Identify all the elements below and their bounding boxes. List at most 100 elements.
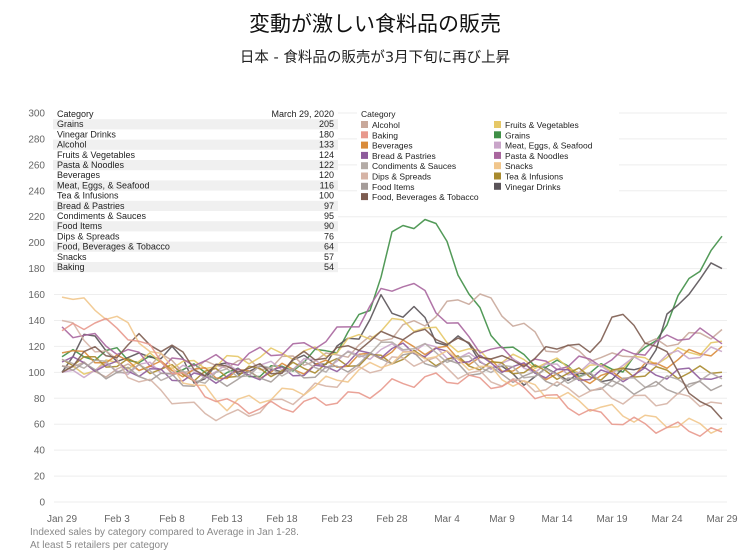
- table-category: Food Items: [57, 221, 103, 231]
- series-line: [61, 282, 723, 371]
- legend-swatch: [361, 151, 368, 159]
- table-row-band: [53, 262, 338, 273]
- table-value: 122: [319, 160, 334, 170]
- table-row-band: [53, 119, 338, 130]
- table-value: 95: [324, 211, 334, 221]
- legend-swatch: [494, 162, 501, 170]
- table-category: Tea & Infusions: [57, 191, 119, 201]
- legend-swatch: [361, 121, 368, 128]
- x-tick-label: Feb 3: [104, 514, 130, 525]
- x-tick-label: Jan 29: [47, 514, 77, 525]
- x-tick-label: Feb 13: [211, 514, 243, 525]
- series-line: [61, 293, 723, 378]
- table-value: 90: [324, 221, 334, 231]
- table-category: Pasta & Noodles: [57, 160, 125, 170]
- legend-title: Category: [361, 109, 396, 119]
- x-tick-label: Feb 18: [266, 514, 298, 525]
- y-tick-label: 240: [28, 186, 45, 197]
- y-tick-label: 100: [28, 368, 45, 379]
- y-tick-label: 160: [28, 290, 45, 301]
- legend-background: [357, 108, 619, 204]
- legend-swatch: [494, 172, 501, 180]
- legend-swatch: [494, 141, 501, 149]
- table-category: Vinegar Drinks: [57, 129, 116, 139]
- legend-label: Tea & Infusions: [505, 172, 563, 182]
- legend-swatch: [494, 182, 501, 190]
- footnote-line-2: At least 5 retailers per category: [30, 540, 169, 551]
- x-tick-label: Feb 23: [321, 514, 353, 525]
- footnote-line-1: Indexed sales by category compared to Av…: [30, 527, 299, 538]
- y-tick-label: 80: [34, 394, 46, 405]
- series-line: [61, 313, 723, 420]
- legend-swatch: [361, 172, 368, 180]
- table-row-band: [53, 139, 338, 150]
- table-category: Grains: [57, 119, 84, 129]
- legend-label: Food, Beverages & Tobacco: [372, 192, 479, 202]
- series-line: [61, 317, 723, 437]
- x-tick-label: Mar 19: [596, 514, 628, 525]
- y-tick-label: 220: [28, 212, 45, 223]
- legend-label: Snacks: [505, 161, 533, 171]
- legend-swatch: [361, 141, 368, 149]
- table-value: 116: [320, 180, 334, 190]
- chart-title: 変動が激しい食料品の販売: [249, 12, 501, 36]
- table-category: Baking: [57, 262, 85, 272]
- legend-label: Meat, Eggs, & Seafood: [505, 141, 593, 151]
- y-tick-label: 260: [28, 160, 45, 171]
- table-category: Dips & Spreads: [57, 231, 120, 241]
- table-value: 133: [319, 140, 334, 150]
- x-tick-label: Mar 29: [706, 514, 738, 525]
- x-tick-label: Mar 4: [434, 514, 460, 525]
- legend-label: Beverages: [372, 141, 413, 151]
- series-line: [61, 296, 723, 434]
- table-value: 205: [319, 119, 334, 129]
- legend-swatch: [494, 121, 501, 128]
- x-tick-label: Feb 8: [159, 514, 185, 525]
- table-category: Food, Beverages & Tobacco: [57, 242, 170, 252]
- legend-label: Vinegar Drinks: [505, 182, 561, 192]
- table-value: 97: [324, 201, 334, 211]
- legend-swatch: [494, 131, 501, 139]
- table-row-band: [53, 200, 338, 211]
- table-category: Meat, Eggs, & Seafood: [57, 180, 150, 190]
- legend-label: Dips & Spreads: [372, 172, 431, 182]
- y-tick-label: 180: [28, 264, 45, 275]
- table-value: 120: [319, 170, 334, 180]
- y-tick-label: 120: [28, 342, 45, 353]
- table-value: 64: [324, 242, 334, 252]
- series-line: [61, 262, 723, 386]
- legend-label: Baking: [372, 130, 398, 140]
- legend-label: Alcohol: [372, 120, 400, 130]
- legend-label: Fruits & Vegetables: [505, 120, 579, 130]
- legend-swatch: [361, 131, 368, 139]
- legend-swatch: [361, 182, 368, 190]
- table-header-category: Category: [57, 109, 94, 119]
- y-axis: 0 20 40 60 80 100 120 140 160 180 200 220 240 260 280 3…: [28, 109, 45, 509]
- y-tick-label: 300: [28, 109, 45, 120]
- y-tick-label: 280: [28, 134, 45, 145]
- legend-label: Bread & Pastries: [372, 151, 436, 161]
- table-category: Snacks: [57, 252, 87, 262]
- legend-label: Grains: [505, 130, 530, 140]
- y-tick-label: 60: [34, 420, 46, 431]
- x-tick-label: Mar 9: [489, 514, 515, 525]
- y-tick-label: 20: [34, 472, 46, 483]
- table-value: 57: [324, 252, 334, 262]
- legend-label: Condiments & Sauces: [372, 161, 456, 171]
- table-row-band: [53, 221, 338, 232]
- legend-swatch: [361, 162, 368, 170]
- table-row-band: [53, 241, 338, 252]
- chart-subtitle: 日本 - 食料品の販売が3月下旬に再び上昇: [239, 50, 511, 66]
- x-tick-label: Mar 24: [651, 514, 683, 525]
- series-lines: [61, 218, 723, 437]
- table-value: 54: [324, 262, 334, 272]
- x-tick-label: Feb 28: [376, 514, 408, 525]
- series-line: [61, 339, 723, 385]
- y-tick-label: 40: [34, 446, 46, 457]
- series-line: [61, 341, 723, 388]
- series-line: [61, 342, 723, 384]
- legend-label: Pasta & Noodles: [505, 151, 568, 161]
- y-tick-label: 200: [28, 238, 45, 249]
